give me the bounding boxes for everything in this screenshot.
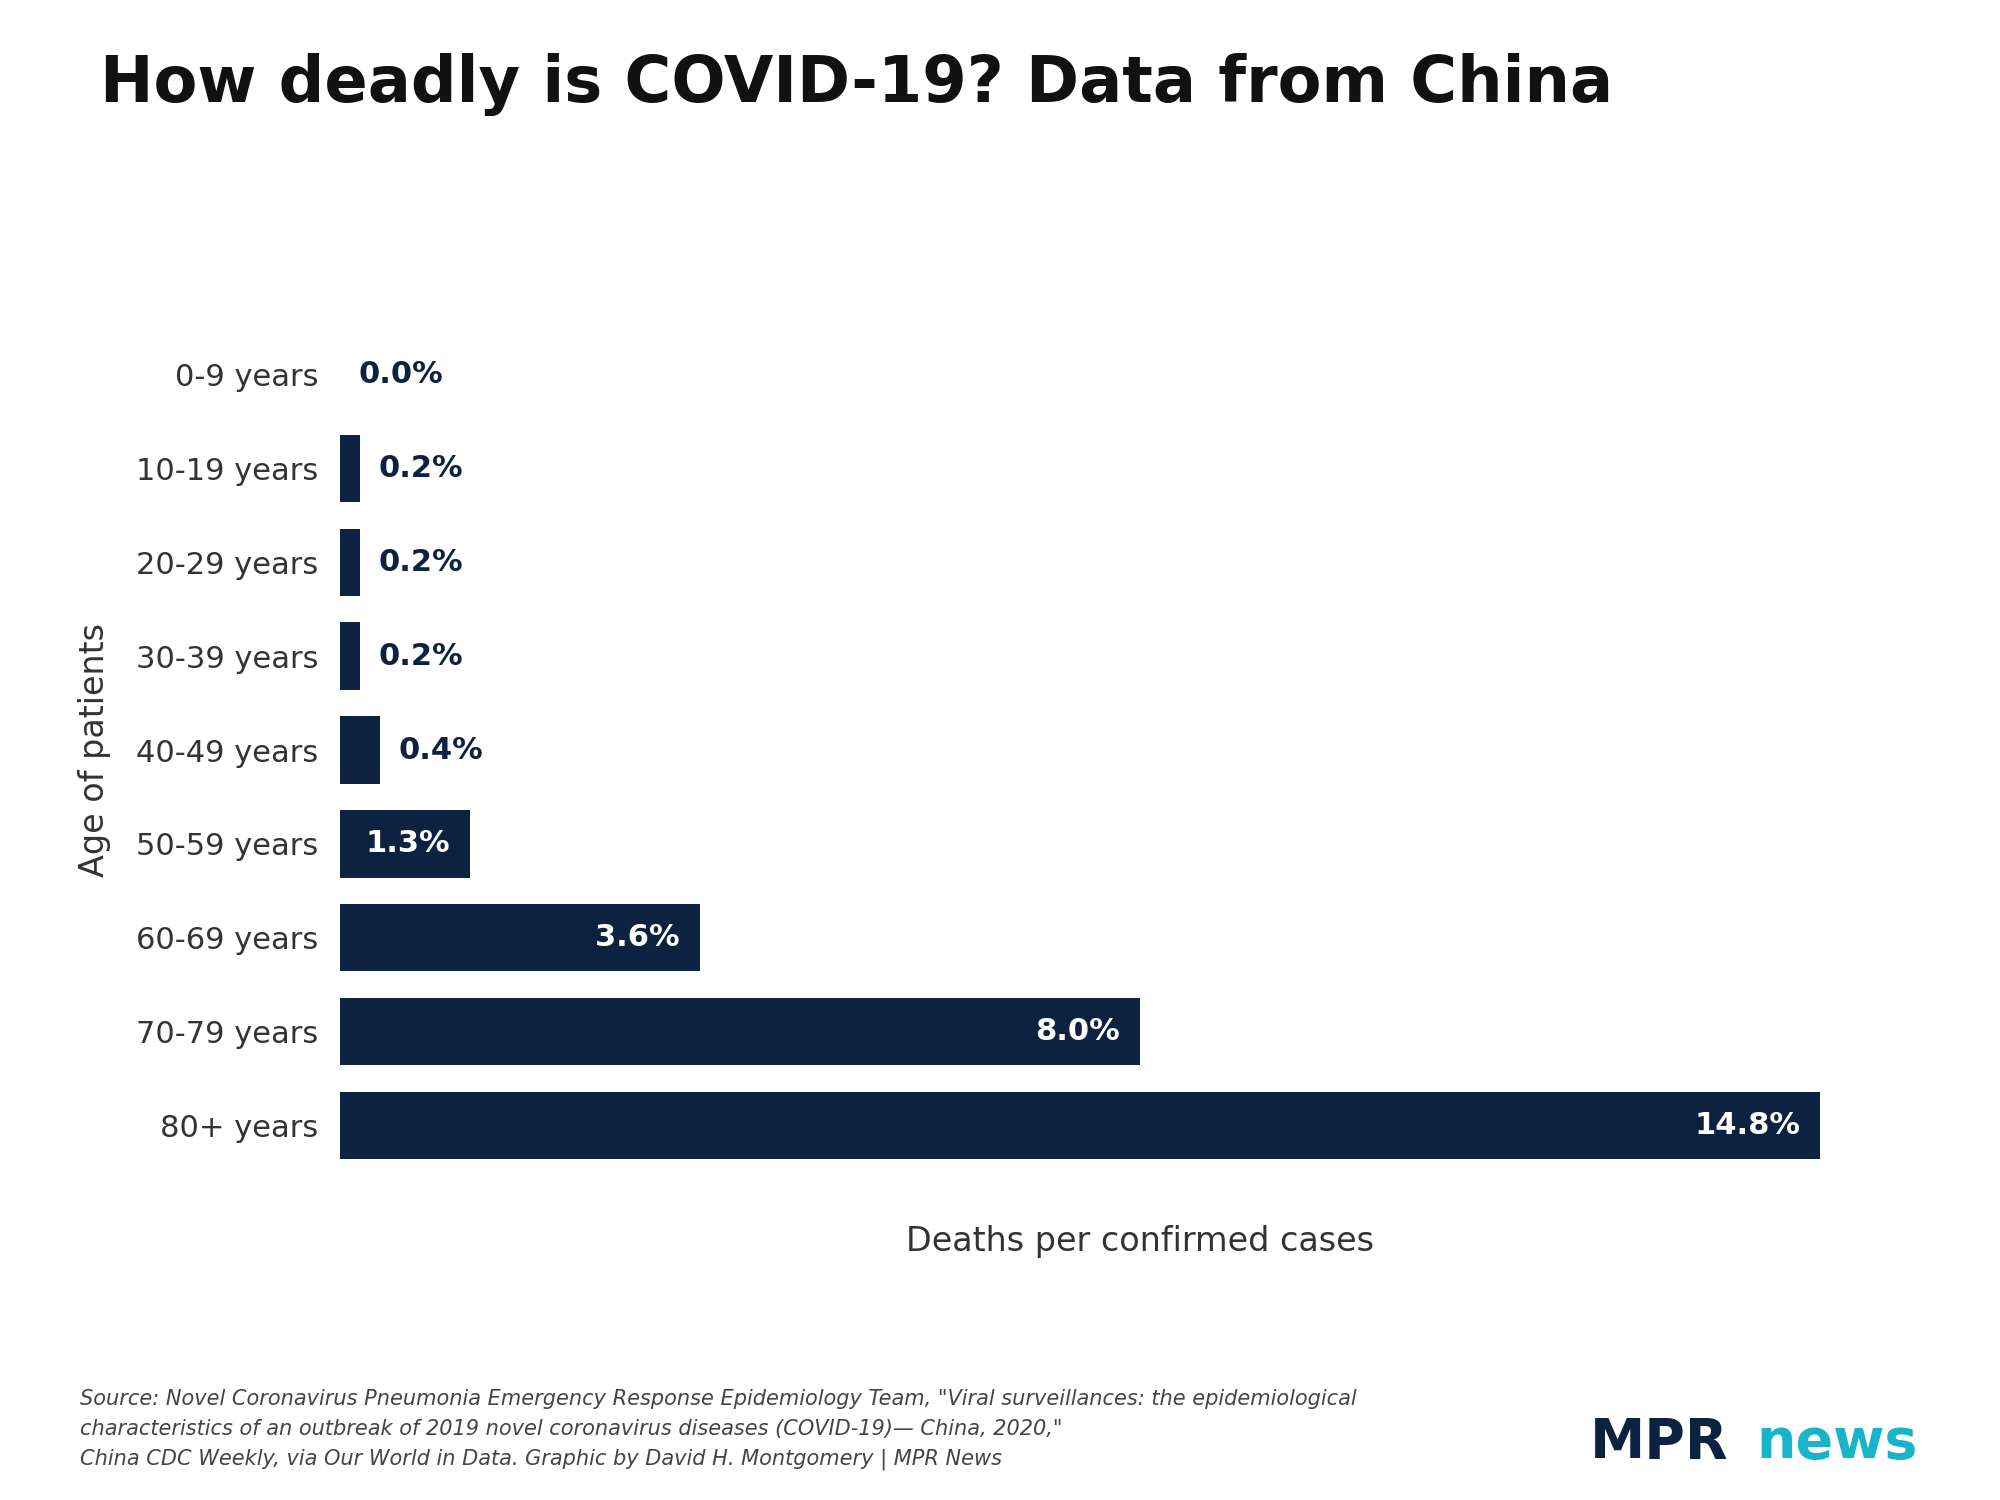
X-axis label: Deaths per confirmed cases: Deaths per confirmed cases <box>906 1226 1374 1258</box>
Bar <box>340 810 470 877</box>
Text: How deadly is COVID-19? Data from China: How deadly is COVID-19? Data from China <box>100 53 1614 116</box>
Bar <box>340 1092 1820 1160</box>
Bar <box>340 528 360 596</box>
Bar <box>340 435 360 502</box>
Text: Source: Novel Coronavirus Pneumonia Emergency Response Epidemiology Team, "Viral: Source: Novel Coronavirus Pneumonia Emer… <box>80 1389 1356 1470</box>
Text: 8.0%: 8.0% <box>1036 1017 1120 1046</box>
Bar <box>340 716 380 784</box>
Text: news: news <box>1756 1416 1918 1470</box>
Bar <box>340 622 360 690</box>
Text: 0.0%: 0.0% <box>358 360 442 388</box>
Text: 0.2%: 0.2% <box>378 548 462 578</box>
Text: 3.6%: 3.6% <box>596 922 680 952</box>
Bar <box>340 904 700 972</box>
Text: 0.2%: 0.2% <box>378 454 462 483</box>
Text: MPR: MPR <box>1590 1416 1728 1470</box>
Text: 0.4%: 0.4% <box>398 735 482 765</box>
Bar <box>340 998 1140 1065</box>
Text: 1.3%: 1.3% <box>366 830 450 858</box>
Text: 0.2%: 0.2% <box>378 642 462 670</box>
Text: 14.8%: 14.8% <box>1694 1112 1800 1140</box>
Y-axis label: Age of patients: Age of patients <box>78 622 110 878</box>
